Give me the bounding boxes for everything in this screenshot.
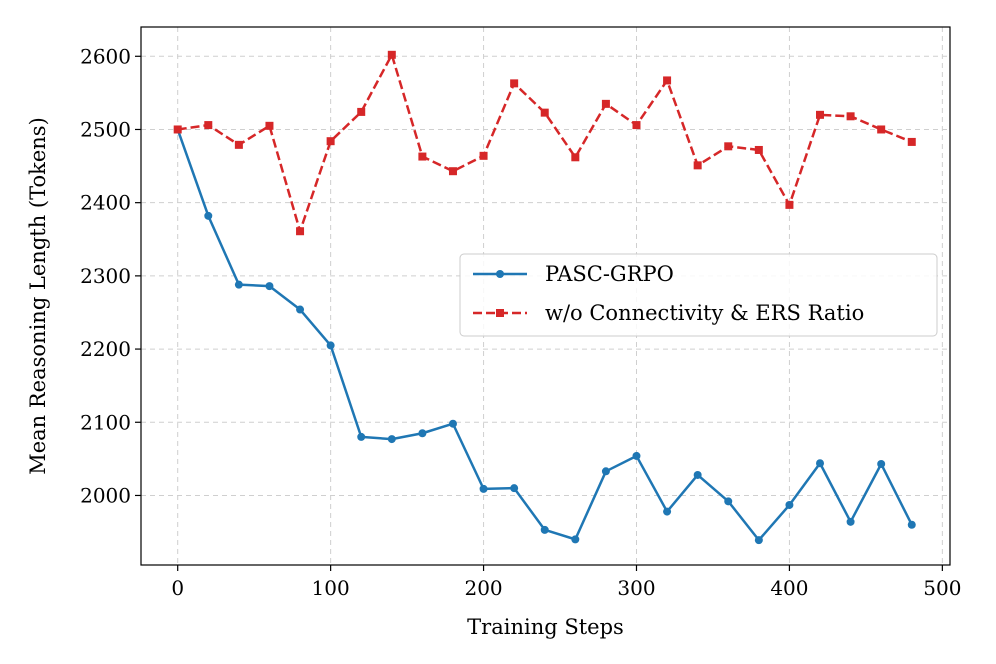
y-tick-label: 2100: [80, 410, 131, 434]
series-layer: [173, 50, 916, 545]
y-tick-label: 2200: [80, 337, 131, 361]
series-0-point: [510, 484, 519, 493]
x-tick-label: 400: [770, 576, 808, 600]
series-0-point: [754, 536, 763, 545]
series-0-point: [265, 282, 274, 291]
series-1-point: [234, 140, 243, 149]
series-0-point: [234, 280, 243, 289]
series-1-point: [173, 125, 182, 134]
x-axis-label: Training Steps: [467, 615, 624, 639]
series-1-point: [357, 107, 366, 116]
series-1-point: [326, 137, 335, 146]
legend: PASC-GRPO w/o Connectivity & ERS Ratio: [459, 253, 938, 337]
series-0-point: [846, 517, 855, 526]
y-tick-label: 2500: [80, 117, 131, 141]
axis-ticks: 0 100 200 300 400 500 2000 2100 2200 2300 2400 2500…: [80, 44, 961, 600]
y-tick-label: 2300: [80, 264, 131, 288]
series-0-point: [387, 435, 396, 444]
series-0-point: [816, 459, 825, 468]
series-0-point: [877, 459, 886, 468]
series-0-point: [724, 497, 733, 506]
series-1-point: [571, 153, 580, 162]
series-1-point: [601, 99, 610, 108]
series-1-point: [877, 125, 886, 134]
series-0-point: [540, 525, 549, 534]
x-tick-label: 100: [312, 576, 350, 600]
series-1-point: [693, 161, 702, 170]
y-tick-label: 2600: [80, 44, 131, 68]
x-tick-label: 500: [923, 576, 961, 600]
series-line-1: [177, 53, 913, 233]
series-1-point: [907, 137, 916, 146]
legend-box: [459, 253, 938, 337]
x-tick-label: 300: [617, 576, 655, 600]
series-1-point: [632, 121, 641, 130]
series-1-point: [296, 227, 305, 236]
series-0-point: [418, 429, 427, 438]
series-1-point: [846, 112, 855, 121]
series-0-point: [663, 507, 672, 516]
series-1-point: [418, 152, 427, 161]
series-1-point: [816, 110, 825, 119]
legend-label-pasc-grpo: PASC-GRPO: [545, 262, 674, 286]
y-tick-label: 2000: [80, 483, 131, 507]
legend-label-wo-connectivity: w/o Connectivity & ERS Ratio: [545, 301, 864, 325]
x-tick-label: 0: [171, 576, 184, 600]
series-1-point: [510, 79, 519, 88]
series-0-point: [571, 535, 580, 544]
series-0-point: [907, 520, 916, 529]
y-tick-label: 2400: [80, 191, 131, 215]
series-1-point: [204, 121, 213, 130]
x-tick-label: 200: [464, 576, 502, 600]
series-1-point: [265, 121, 274, 130]
series-1-point: [754, 145, 763, 154]
series-1-point: [448, 167, 457, 176]
series-0-point: [785, 500, 794, 509]
series-0-point: [326, 341, 335, 350]
y-axis-label: Mean Reasoning Length (Tokens): [26, 117, 50, 475]
series-1-point: [663, 76, 672, 85]
legend-marker-pasc-grpo: [496, 270, 504, 278]
series-1-point: [540, 108, 549, 117]
series-0-point: [479, 484, 488, 493]
series-0-point: [357, 432, 366, 441]
series-1-point: [724, 142, 733, 151]
series-0-point: [693, 470, 702, 479]
series-0-point: [632, 451, 641, 460]
series-0-point: [204, 211, 213, 220]
series-0-point: [601, 467, 610, 476]
series-1-point: [785, 200, 794, 209]
series-0-point: [296, 305, 305, 314]
plot-frame: [140, 26, 951, 566]
series-0-point: [448, 419, 457, 428]
legend-marker-wo-connectivity: [496, 309, 504, 317]
series-1-point: [479, 151, 488, 160]
series-1-point: [387, 50, 396, 59]
